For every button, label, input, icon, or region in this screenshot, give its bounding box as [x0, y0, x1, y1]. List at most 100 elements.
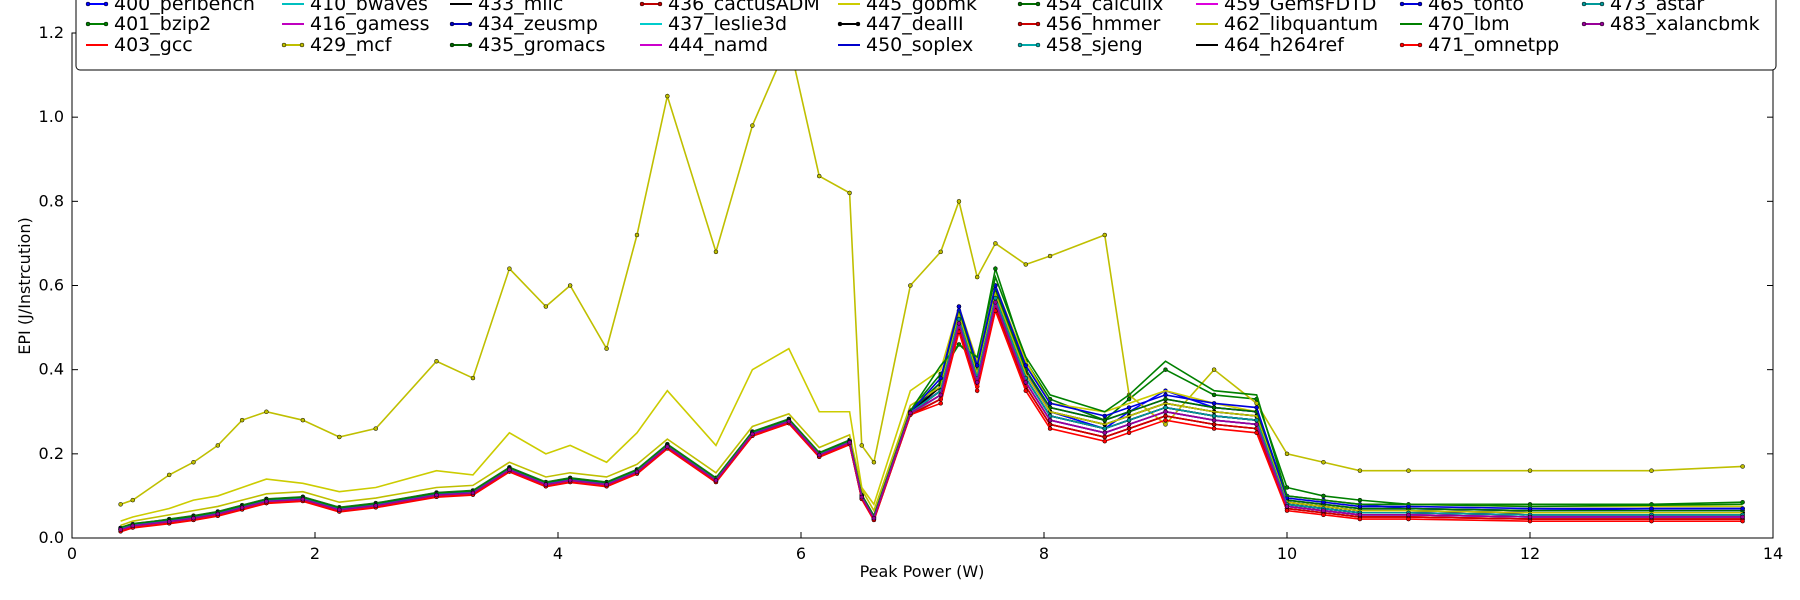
legend-label: 445_gobmk — [866, 0, 977, 15]
data-point — [634, 232, 640, 238]
x-tick-label: 2 — [310, 544, 320, 563]
legend-item: 447_dealII — [837, 13, 964, 35]
legend-label: 400_perlbench — [114, 0, 255, 15]
legend-label: 435_gromacs — [478, 34, 605, 56]
data-point — [993, 266, 998, 271]
data-point — [871, 460, 877, 465]
series-line — [120, 307, 1743, 533]
series-layer — [118, 38, 1745, 534]
data-point — [1284, 504, 1290, 509]
data-point — [1740, 506, 1745, 511]
data-point — [191, 460, 196, 465]
legend-marker — [1417, 42, 1423, 48]
legend-label: 437_leslie3d — [668, 13, 787, 35]
data-point — [337, 507, 342, 513]
data-point — [166, 472, 172, 478]
data-point — [1102, 438, 1107, 444]
data-point — [859, 494, 864, 500]
x-tick-label: 0 — [67, 544, 77, 563]
data-point — [1321, 460, 1326, 465]
data-point — [956, 199, 962, 204]
data-point — [993, 300, 998, 305]
legend-marker — [299, 42, 305, 48]
legend-label: 458_sjeng — [1046, 34, 1143, 56]
data-point — [993, 295, 998, 301]
series-line — [120, 291, 1743, 527]
legend-label: 403_gcc — [114, 34, 193, 56]
legend-label: 459_GemsFDTD — [1224, 0, 1376, 15]
data-point — [300, 497, 306, 502]
data-point — [816, 452, 822, 458]
data-point — [816, 173, 822, 179]
data-point — [1126, 405, 1132, 410]
data-point — [191, 515, 196, 521]
data-point — [1211, 413, 1217, 419]
legend-item: 483_xalancbmk — [1581, 13, 1760, 35]
y-tick-label: 0.0 — [39, 528, 64, 547]
data-point — [1023, 380, 1029, 385]
legend-label: 464_h264ref — [1224, 34, 1345, 56]
x-tick-label: 4 — [553, 544, 563, 563]
y-tick-label: 0.6 — [39, 276, 64, 295]
data-point — [337, 434, 342, 440]
legend-marker — [1035, 42, 1041, 48]
data-point — [1126, 417, 1132, 423]
data-point — [166, 519, 172, 524]
data-point — [1254, 417, 1259, 423]
legend-item: 433_milc — [450, 0, 563, 15]
legend-item: 429_mcf — [281, 34, 393, 56]
legend-item: 444_namd — [640, 34, 768, 56]
data-point — [634, 469, 640, 475]
data-point — [847, 190, 852, 196]
data-point — [215, 511, 221, 517]
y-tick-label: 0.4 — [39, 360, 64, 379]
legend-item: 435_gromacs — [449, 34, 605, 56]
data-point — [1163, 367, 1168, 372]
data-point — [1211, 405, 1217, 410]
series-429_mcf — [118, 38, 1745, 507]
legend-label: 454_calculix — [1046, 0, 1163, 15]
legend-label: 436_cactusADM — [668, 0, 820, 15]
data-point — [300, 417, 306, 423]
data-point — [1211, 426, 1217, 431]
data-point — [974, 274, 980, 280]
legend-item: 464_h264ref — [1196, 34, 1345, 56]
data-point — [665, 444, 670, 449]
legend-marker — [467, 21, 473, 27]
data-point — [239, 505, 245, 510]
legend-item: 462_libquantum — [1196, 13, 1378, 35]
data-point — [1254, 405, 1259, 410]
legend-item: 465_tonto — [1399, 0, 1524, 15]
legend-marker — [1581, 1, 1587, 7]
legend-item: 403_gcc — [86, 34, 193, 56]
data-point — [1102, 413, 1107, 419]
data-point — [604, 346, 609, 351]
legend-item: 416_gamess — [282, 13, 429, 35]
series-483_xalancbmk — [118, 299, 1745, 532]
data-point — [859, 443, 864, 448]
data-point — [1357, 468, 1363, 473]
data-point — [1047, 253, 1053, 259]
data-point — [938, 375, 943, 381]
data-point — [974, 380, 980, 385]
legend-marker — [639, 1, 645, 7]
legend-item: 436_cactusADM — [639, 0, 820, 15]
series-line — [120, 274, 1743, 529]
legend-marker — [103, 1, 109, 7]
plot-area-background — [72, 33, 1773, 538]
legend-item: 434_zeusmp — [449, 13, 598, 35]
y-tick-label: 0.8 — [39, 191, 64, 210]
legend-marker — [1017, 21, 1023, 27]
legend-label: 434_zeusmp — [478, 13, 598, 35]
data-point — [1047, 417, 1053, 423]
x-tick-label: 6 — [796, 544, 806, 563]
data-point — [1649, 468, 1654, 473]
y-tick-label: 0.2 — [39, 444, 64, 463]
data-point — [1406, 516, 1411, 522]
legend-marker — [1017, 1, 1023, 7]
series-462_libquantum — [120, 291, 1743, 527]
data-point — [993, 241, 998, 246]
data-point — [1023, 363, 1029, 368]
legend-label: 473_astar — [1610, 0, 1704, 15]
data-point — [507, 266, 512, 271]
